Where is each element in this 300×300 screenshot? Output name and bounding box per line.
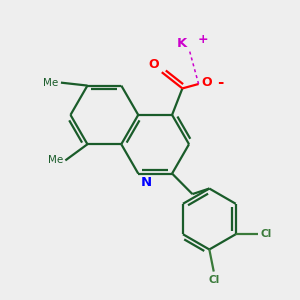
Text: Cl: Cl: [260, 229, 272, 239]
Text: K: K: [177, 37, 188, 50]
Text: Me: Me: [48, 155, 63, 165]
Text: Me: Me: [43, 78, 58, 88]
Text: -: -: [217, 75, 223, 90]
Text: Cl: Cl: [208, 274, 219, 284]
Text: N: N: [141, 176, 152, 189]
Text: O: O: [201, 76, 211, 89]
Text: +: +: [198, 33, 208, 46]
Text: O: O: [149, 58, 159, 71]
